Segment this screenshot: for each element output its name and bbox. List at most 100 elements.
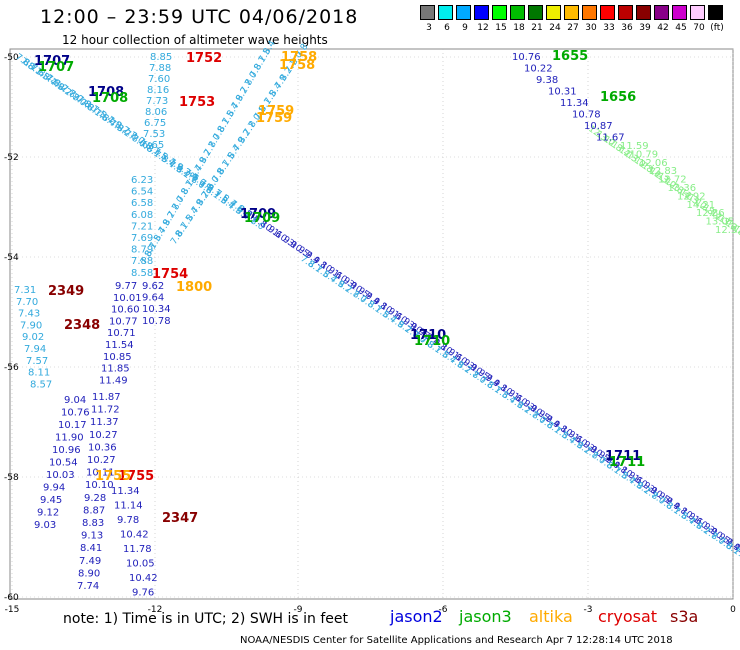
value-label: 9.64: [142, 293, 164, 304]
value-label: 12.86: [696, 208, 725, 219]
value-label: 10.78: [142, 316, 171, 327]
swath-jason-2b: 7.88.17.58.47.98.27.78.07.88.17.58.47.98…: [298, 254, 740, 562]
value-label: 12.72: [658, 175, 687, 186]
value-label: 9.45: [40, 495, 62, 506]
value-label: 10.05: [126, 559, 155, 570]
swath-jason-1b: 7.88.17.58.47.98.27.78.07.88.17.58.47.98…: [18, 56, 266, 233]
track-label: 1707: [34, 54, 70, 69]
color-swatch: [636, 5, 651, 20]
value-label: 10.27: [89, 430, 118, 441]
color-scale-label: 15: [495, 23, 507, 33]
value-label: 7.49: [79, 556, 101, 567]
lon-label: 0: [730, 605, 736, 615]
value-label: 7.73: [146, 96, 168, 107]
swath-altika: 7.88.17.58.47.98.27.78.07.88.17.58.47.98…: [139, 39, 278, 267]
wave-height-values: 8.857.887.608.167.738.066.757.536.656.23…: [14, 52, 740, 599]
value-label: 11.85: [101, 364, 130, 375]
value-label: 11.59: [620, 141, 649, 152]
value-label: 10.78: [572, 110, 601, 121]
value-label: 11.87: [92, 392, 121, 403]
value-label: 7.88: [149, 63, 171, 74]
value-label: 13.36: [668, 183, 697, 194]
value-label: 8.11: [28, 368, 50, 379]
page-subtitle: 12 hour collection of altimeter wave hei…: [62, 33, 328, 47]
track-label: 1709: [244, 211, 280, 226]
value-label: 10.10: [85, 480, 114, 491]
legend-item-altika: altika: [529, 607, 573, 626]
value-label: 10.42: [129, 573, 158, 584]
value-label: 8.79: [131, 245, 153, 256]
value-label: 7.53: [143, 129, 165, 140]
track-label: 1759: [256, 111, 292, 126]
value-label: 10.85: [103, 352, 132, 363]
color-scale-label: 18: [513, 23, 525, 33]
value-label: 9.77: [115, 281, 137, 292]
value-label: 8.90: [78, 568, 100, 579]
value-label: 10.01: [113, 293, 142, 304]
color-swatch: [618, 5, 633, 20]
value-label: 7.70: [16, 297, 38, 308]
values-column-c: 9.7710.0110.6010.7710.7111.5410.8511.851…: [99, 281, 142, 386]
value-label: 10.03: [46, 470, 75, 481]
value-label: 9.94: [43, 483, 65, 494]
track-label: 2348: [64, 318, 100, 333]
value-label: 7.60: [148, 74, 170, 85]
color-scale-label: 24: [549, 23, 561, 33]
track-label: 1758: [279, 58, 315, 73]
color-swatch: [582, 5, 597, 20]
value-label: 11.34: [560, 98, 589, 109]
track-label: 1759: [258, 104, 294, 119]
track-label: 1709: [240, 207, 276, 222]
value-label: 12.83: [649, 166, 678, 177]
track-label: 1711: [609, 455, 645, 470]
color-swatch: [708, 5, 723, 20]
value-label: 11.67: [596, 133, 625, 144]
color-scale-label: 36: [621, 23, 633, 33]
value-label: 8.58: [131, 268, 153, 279]
value-label: 11.14: [114, 501, 143, 512]
value-label: 9.78: [117, 515, 139, 526]
color-scale-label: 33: [603, 23, 615, 33]
value-label: 8.85: [150, 52, 172, 63]
value-label: 9.02: [22, 332, 44, 343]
color-scale-label: (ft): [710, 23, 724, 33]
value-label: 10.87: [584, 121, 613, 132]
value-label: 7.21: [131, 221, 153, 232]
lat-label: -50: [4, 53, 19, 63]
credit-line: NOAA/NESDIS Center for Satellite Applica…: [240, 635, 673, 646]
value-label: 7.69: [131, 233, 153, 244]
color-swatch: [672, 5, 687, 20]
legend-item-cryosat: cryosat: [598, 607, 658, 626]
values-column-b: 6.236.546.586.087.217.698.797.888.58: [131, 175, 153, 279]
value-label: 9.76: [132, 588, 154, 599]
legend-item-jason2: jason2: [390, 607, 443, 626]
color-swatch: [690, 5, 705, 20]
value-label: 12.92: [677, 191, 706, 202]
value-label: 12.06: [639, 158, 668, 169]
value-label: 11.90: [55, 433, 84, 444]
map-frame: [9, 48, 734, 600]
lon-label: -12: [148, 605, 163, 615]
value-label: 7.31: [14, 285, 36, 296]
value-label: 12.32: [715, 225, 740, 236]
value-label: 7.88: [131, 256, 153, 267]
value-label: 6.65: [142, 140, 164, 151]
color-swatch: [510, 5, 525, 20]
track-label: 1655: [552, 49, 588, 64]
swath-mark: 7.5: [731, 546, 740, 562]
value-label: 7.94: [24, 344, 46, 355]
axis-labels: -50 -52 -54 -56 -58 -60 -15 -12 -9 -6 -3 0: [4, 53, 736, 615]
value-label: 8.83: [82, 518, 104, 529]
color-swatch: [438, 5, 453, 20]
color-scale-label: 3: [426, 23, 432, 33]
value-label: 11.49: [99, 375, 128, 386]
track-label: 1656: [600, 90, 636, 105]
value-label: 10.22: [524, 64, 553, 75]
color-swatch: [564, 5, 579, 20]
color-scale-label: 39: [639, 23, 651, 33]
color-scale-label: 70: [693, 23, 705, 33]
lon-label: -3: [584, 605, 593, 615]
value-label: 11.37: [90, 417, 119, 428]
